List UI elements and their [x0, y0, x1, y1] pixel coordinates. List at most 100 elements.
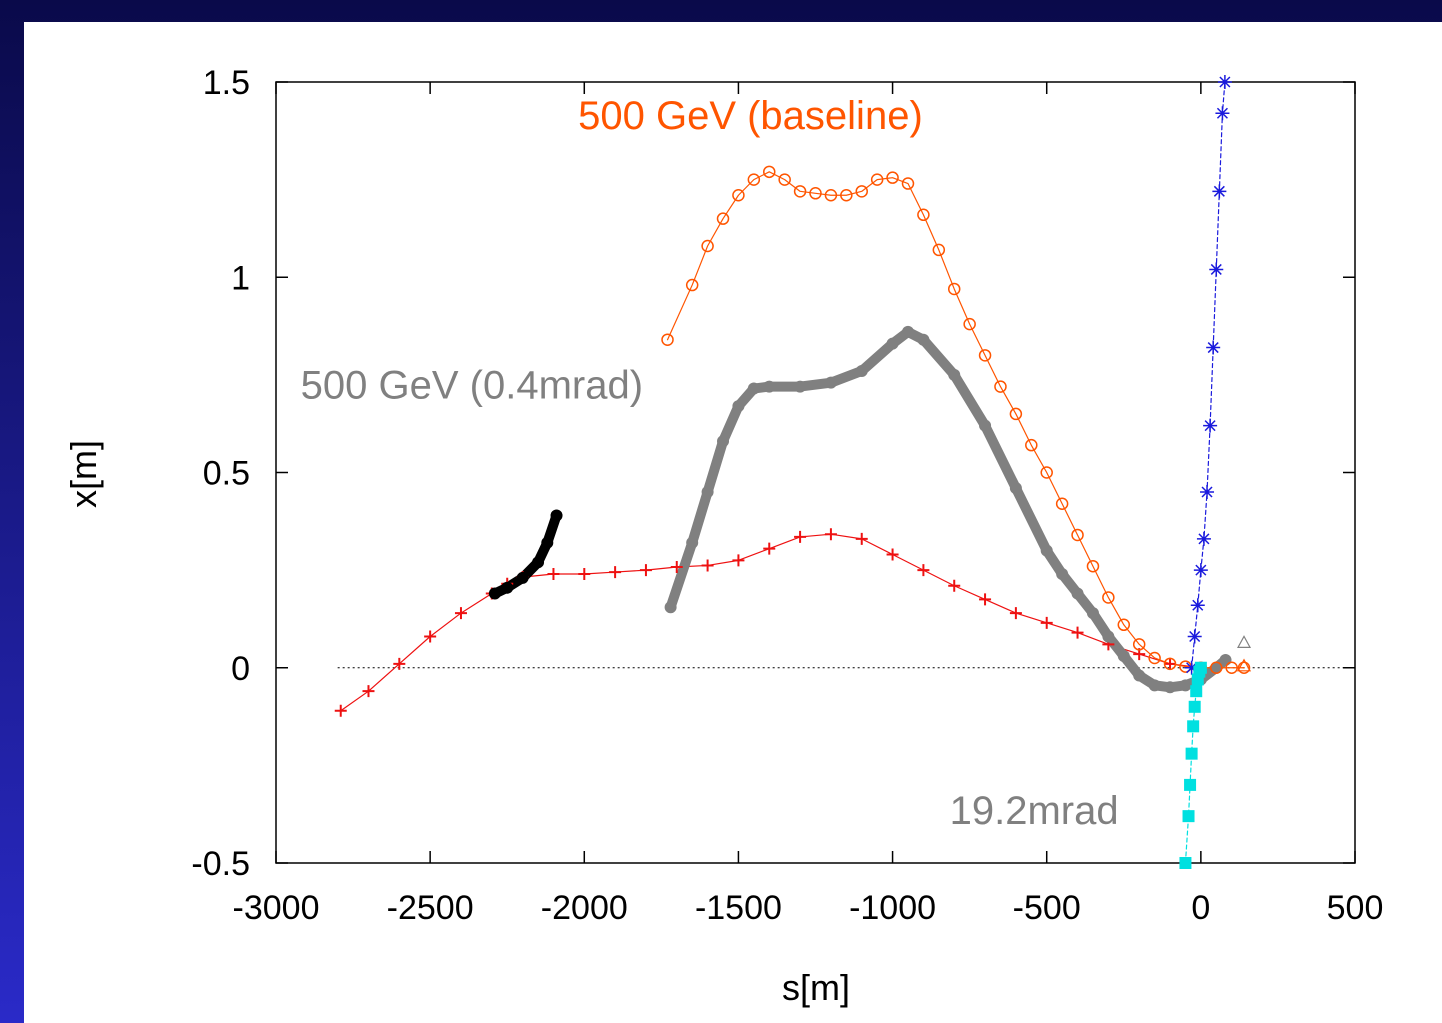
data-marks	[334, 75, 1252, 869]
data-point	[1163, 657, 1177, 671]
x-axis-title: s[m]	[782, 967, 850, 1008]
x-tick-label: -2500	[387, 889, 474, 927]
data-point	[1009, 607, 1022, 620]
data-point	[1102, 591, 1115, 604]
data-point	[778, 173, 791, 186]
data-point	[948, 368, 961, 381]
series-line	[1191, 81, 1226, 669]
data-point	[794, 530, 807, 543]
data-point	[1132, 638, 1146, 651]
data-point	[732, 400, 745, 413]
data-point	[1237, 658, 1252, 672]
data-point	[917, 564, 930, 577]
data-point	[747, 173, 761, 186]
data-point	[1182, 810, 1195, 823]
data-point	[763, 165, 776, 179]
x-tick-label: -1000	[849, 889, 936, 927]
data-point	[994, 380, 1007, 393]
data-point	[1187, 720, 1200, 733]
data-point	[541, 536, 554, 549]
y-tick-label: 1	[231, 259, 250, 297]
data-point	[1225, 661, 1238, 674]
data-point	[1184, 778, 1197, 791]
annotation-label: 500 GeV (baseline)	[578, 94, 923, 138]
y-tick-label: 0	[231, 650, 250, 688]
data-point	[1040, 544, 1053, 557]
data-point	[701, 486, 714, 499]
data-point	[1187, 629, 1202, 644]
data-point	[1210, 661, 1223, 674]
data-point	[664, 601, 677, 614]
data-point	[763, 542, 776, 555]
data-point	[1209, 262, 1224, 277]
data-point	[1206, 340, 1221, 355]
x-tick-label: -2000	[541, 889, 628, 927]
data-point	[1133, 669, 1146, 682]
data-point	[686, 536, 699, 549]
data-point	[1212, 184, 1227, 199]
data-point	[747, 382, 760, 395]
data-point	[701, 559, 714, 572]
data-point	[362, 685, 375, 698]
data-point	[886, 548, 899, 561]
data-point	[1148, 651, 1161, 665]
data-point	[1184, 660, 1199, 675]
data-point	[1237, 661, 1251, 674]
data-point	[1164, 681, 1177, 694]
y-axis-title: x[m]	[63, 440, 104, 508]
data-point	[1194, 661, 1207, 674]
data-point	[1200, 485, 1215, 500]
data-point	[855, 364, 868, 377]
data-point	[1190, 685, 1203, 698]
data-point	[661, 333, 674, 346]
data-point	[824, 188, 838, 202]
series-connectors	[340, 81, 1245, 864]
data-point	[424, 630, 437, 643]
data-point	[1190, 598, 1205, 613]
data-point	[547, 568, 560, 581]
x-tick-label: 0	[1191, 889, 1210, 927]
data-point	[1025, 438, 1038, 452]
data-point	[1179, 857, 1192, 869]
data-point	[824, 528, 837, 541]
data-point	[1188, 700, 1201, 713]
data-point	[963, 317, 976, 331]
data-point	[488, 587, 501, 600]
data-point	[1196, 531, 1211, 546]
data-point	[334, 704, 347, 717]
data-point	[901, 177, 915, 190]
data-point	[1215, 106, 1230, 121]
data-point	[1117, 650, 1130, 663]
data-point	[901, 325, 914, 338]
annotations: 500 GeV (baseline) 500 GeV (0.4mrad) 19.2m…	[301, 94, 1119, 833]
data-point	[1086, 607, 1099, 620]
data-point	[1203, 418, 1218, 433]
series-line	[340, 533, 1202, 712]
data-point	[886, 337, 899, 350]
series-line	[1184, 667, 1202, 864]
data-point	[1055, 497, 1069, 510]
data-point	[1210, 661, 1223, 674]
data-point	[1237, 635, 1252, 648]
annotation-label: 500 GeV (0.4mrad)	[301, 363, 643, 407]
annotation-label: 19.2mrad	[950, 789, 1119, 833]
data-point	[855, 532, 868, 545]
slide-canvas	[24, 22, 1442, 1023]
data-point	[917, 333, 930, 346]
data-point	[948, 579, 961, 592]
data-point	[1117, 618, 1131, 632]
data-point	[1056, 568, 1069, 581]
data-point	[978, 349, 992, 362]
data-point	[609, 566, 622, 579]
data-point	[1179, 679, 1192, 692]
data-point	[870, 173, 884, 186]
data-point	[685, 278, 699, 292]
data-point	[1086, 559, 1100, 573]
data-point	[793, 185, 807, 198]
data-point	[1102, 630, 1115, 643]
series-line	[666, 171, 1245, 669]
data-point	[1009, 482, 1022, 495]
data-point	[639, 564, 652, 577]
data-point	[701, 239, 714, 253]
data-point	[979, 593, 992, 606]
